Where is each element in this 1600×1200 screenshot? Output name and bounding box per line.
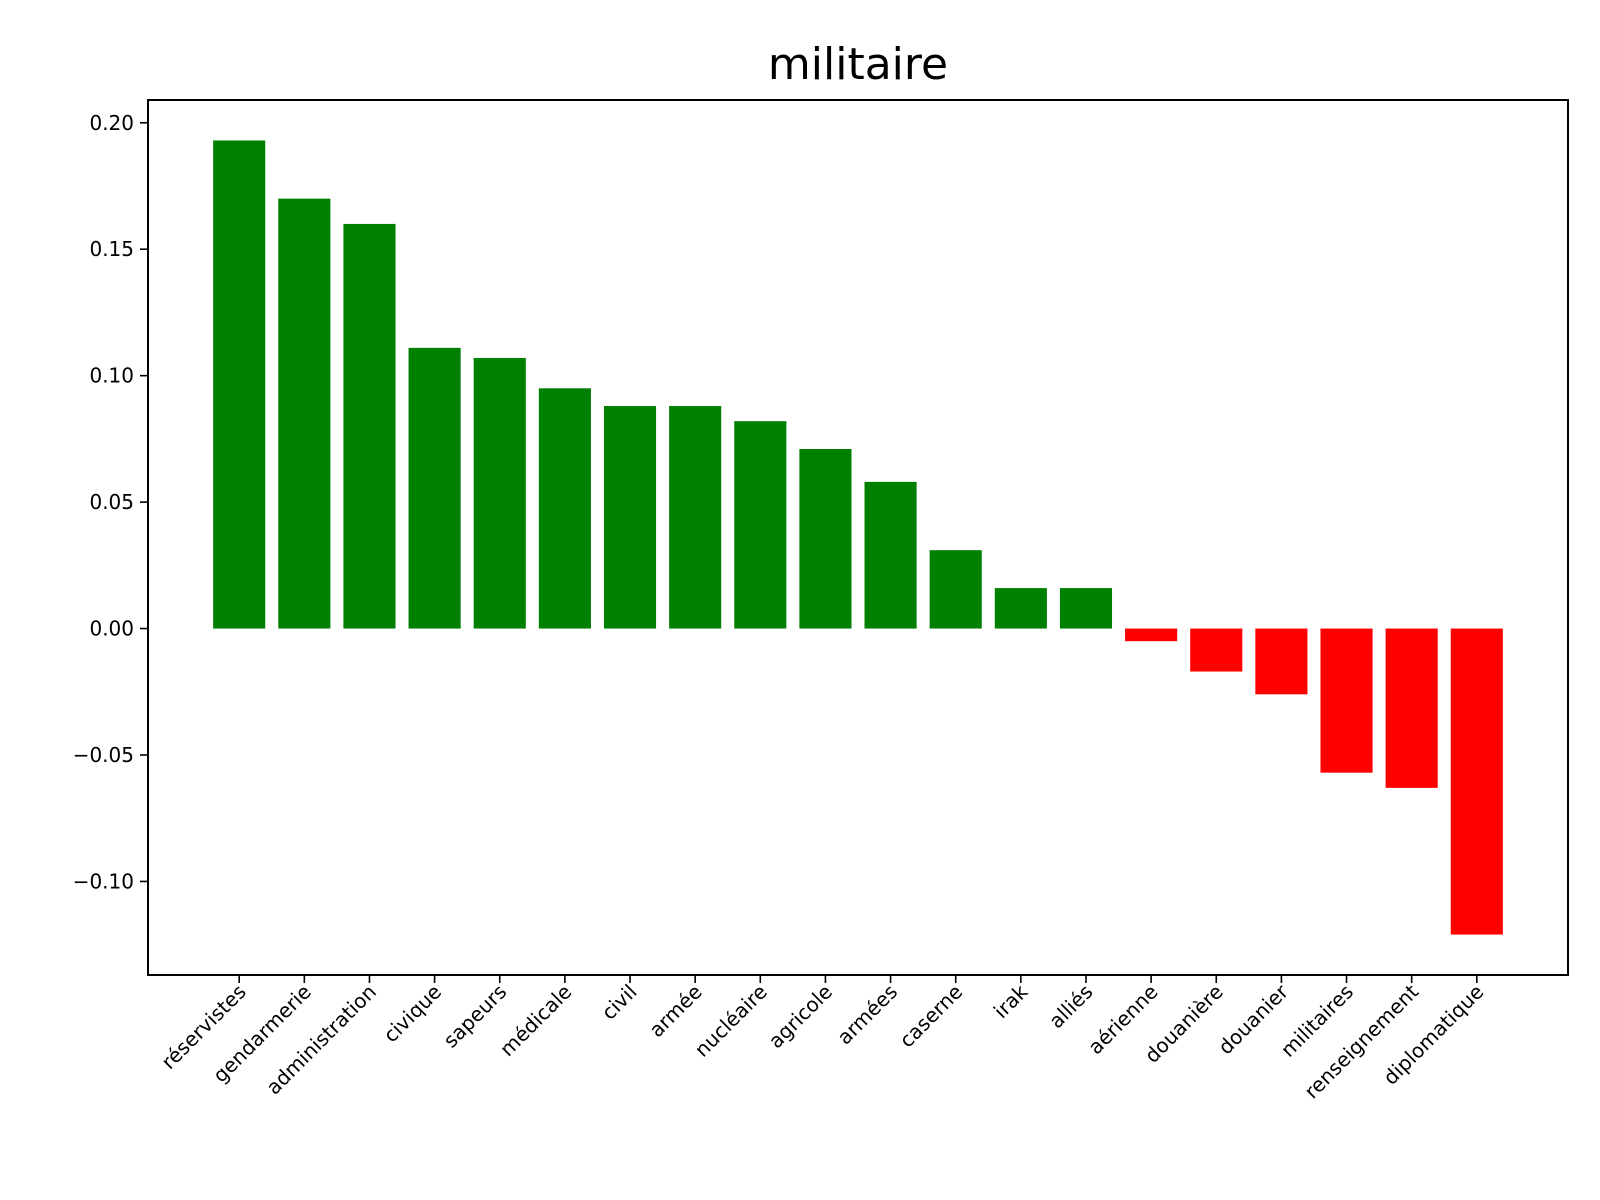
- bars-group: [213, 140, 1503, 935]
- y-tick-label: −0.05: [73, 743, 134, 767]
- x-tick-label: alliés: [1044, 980, 1097, 1033]
- x-tick-label: administration: [261, 980, 381, 1100]
- bar-14: [1125, 628, 1178, 642]
- x-tick-label: civil: [597, 980, 642, 1025]
- bar-6: [603, 405, 657, 629]
- x-tick-label: renseignement: [1299, 979, 1423, 1103]
- bar-9: [799, 448, 852, 629]
- y-tick-label: −0.10: [73, 869, 134, 893]
- bar-19: [1450, 628, 1503, 935]
- x-tick-label: irak: [989, 979, 1033, 1023]
- bar-15: [1190, 628, 1243, 672]
- bar-3: [408, 347, 461, 629]
- bar-1: [278, 198, 331, 629]
- x-tick-label: armées: [832, 980, 902, 1050]
- bar-11: [929, 550, 982, 629]
- bar-17: [1320, 628, 1373, 773]
- y-tick-label: 0.20: [89, 111, 134, 135]
- x-axis: réservistesgendarmerieadministrationcivi…: [156, 975, 1488, 1103]
- bar-16: [1255, 628, 1308, 695]
- y-tick-label: 0.10: [89, 364, 134, 388]
- x-tick-label: agricole: [764, 980, 837, 1053]
- bar-12: [994, 588, 1047, 629]
- bar-0: [213, 140, 266, 629]
- bar-2: [343, 223, 396, 629]
- bar-13: [1059, 588, 1113, 629]
- x-tick-label: nucléaire: [690, 980, 772, 1062]
- x-tick-label: civique: [379, 980, 447, 1048]
- bar-8: [734, 421, 787, 629]
- bar-10: [864, 481, 917, 629]
- x-tick-label: armée: [644, 980, 706, 1042]
- x-tick-label: médicale: [495, 980, 576, 1061]
- y-tick-label: 0.05: [89, 490, 134, 514]
- bar-4: [473, 357, 526, 629]
- bar-5: [538, 388, 591, 629]
- x-tick-label: caserne: [895, 980, 968, 1053]
- y-tick-label: 0.00: [89, 617, 134, 641]
- chart-title: militaire: [768, 39, 948, 90]
- y-axis: −0.10 −0.05 0.00 0.05 0.10 0.15 0.20: [73, 111, 148, 893]
- plot-frame: [147, 99, 1569, 976]
- y-tick-label: 0.15: [89, 237, 134, 261]
- bar-18: [1385, 628, 1438, 788]
- bar-7: [669, 405, 722, 629]
